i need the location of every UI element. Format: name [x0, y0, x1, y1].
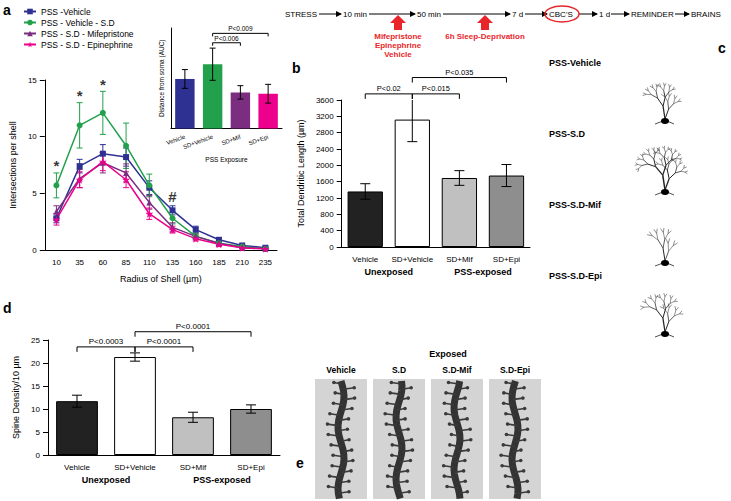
svg-text:Unexposed: Unexposed — [82, 475, 131, 485]
svg-text:0: 0 — [329, 243, 334, 252]
svg-text:PSS-S.D: PSS-S.D — [549, 129, 586, 139]
svg-text:Vehicle: Vehicle — [326, 365, 356, 375]
svg-text:210: 210 — [235, 258, 249, 267]
svg-text:2800: 2800 — [316, 128, 334, 137]
svg-text:Total Dendritic Length (µm): Total Dendritic Length (µm) — [296, 119, 306, 227]
svg-text:PSS-Vehicle: PSS-Vehicle — [549, 58, 601, 68]
svg-text:Vehicle: Vehicle — [64, 463, 90, 472]
html-text:a: a — [3, 2, 11, 18]
svg-text:BRAINS: BRAINS — [691, 10, 721, 19]
svg-text:S.D-Epi: S.D-Epi — [500, 365, 530, 375]
svg-text:PSS-S.D-Epi: PSS-S.D-Epi — [549, 271, 602, 281]
html-text:b: b — [292, 60, 301, 76]
svg-text:CBC'S: CBC'S — [549, 10, 573, 19]
svg-text:P<0.009: P<0.009 — [228, 25, 253, 32]
svg-text:#: # — [168, 188, 177, 205]
svg-text:1200: 1200 — [316, 194, 334, 203]
svg-text:Unexposed: Unexposed — [365, 267, 414, 277]
svg-text:20: 20 — [31, 359, 40, 368]
svg-text:PSS -Vehicle: PSS -Vehicle — [41, 7, 91, 17]
svg-text:5: 5 — [36, 428, 41, 437]
svg-text:SD+Epi: SD+Epi — [237, 463, 265, 472]
svg-text:Vehicle: Vehicle — [384, 50, 412, 59]
svg-text:PSS-S.D-Mif: PSS-S.D-Mif — [549, 200, 602, 210]
svg-text:P<0.035: P<0.035 — [445, 68, 473, 77]
svg-text:P<0.0001: P<0.0001 — [176, 322, 211, 331]
svg-text:STRESS: STRESS — [285, 10, 317, 19]
svg-text:PSS - S.D - Epinephrine: PSS - S.D - Epinephrine — [41, 40, 133, 50]
svg-text:SD+Vehicle: SD+Vehicle — [392, 255, 434, 264]
svg-text:2400: 2400 — [316, 145, 334, 154]
svg-text:SD+Mif: SD+Mif — [446, 255, 473, 264]
svg-text:110: 110 — [143, 258, 156, 267]
svg-text:Intersections per shell: Intersections per shell — [8, 121, 18, 209]
svg-text:800: 800 — [320, 210, 334, 219]
svg-text:Vehicle: Vehicle — [352, 255, 378, 264]
svg-text:PSS-exposed: PSS-exposed — [193, 475, 251, 485]
svg-text:Epinephrine: Epinephrine — [375, 41, 422, 50]
svg-text:SD+Epi: SD+Epi — [493, 255, 521, 264]
svg-text:P<0.0003: P<0.0003 — [89, 337, 124, 346]
svg-text:*: * — [53, 157, 59, 174]
svg-text:P<0.02: P<0.02 — [377, 84, 401, 93]
svg-text:S.D-Mif: S.D-Mif — [442, 365, 471, 375]
svg-text:PSS - Vehicle - S.D: PSS - Vehicle - S.D — [41, 18, 115, 28]
svg-text:2000: 2000 — [316, 161, 334, 170]
svg-text:185: 185 — [212, 258, 226, 267]
svg-text:*: * — [100, 76, 106, 93]
svg-text:1600: 1600 — [316, 177, 334, 186]
svg-text:5: 5 — [32, 189, 37, 198]
svg-text:35: 35 — [75, 258, 84, 267]
svg-text:PSS-exposed: PSS-exposed — [454, 267, 512, 277]
svg-text:7 d: 7 d — [512, 10, 523, 19]
svg-text:0: 0 — [36, 451, 41, 460]
svg-text:235: 235 — [259, 258, 273, 267]
svg-text:50 min: 50 min — [417, 10, 441, 19]
svg-text:SD+Mif: SD+Mif — [221, 134, 242, 147]
svg-text:Mifepristone: Mifepristone — [374, 32, 422, 41]
svg-text:P<0.015: P<0.015 — [422, 84, 450, 93]
svg-text:PSS - S.D - Mifepristone: PSS - S.D - Mifepristone — [41, 29, 134, 39]
svg-text:3200: 3200 — [316, 112, 334, 121]
svg-text:3600: 3600 — [316, 96, 334, 105]
svg-text:6h Sleep-Deprivation: 6h Sleep-Deprivation — [445, 32, 525, 41]
svg-text:10 min: 10 min — [343, 10, 367, 19]
svg-text:Vehicle: Vehicle — [165, 133, 186, 146]
html-text:d: d — [3, 300, 12, 316]
svg-text:400: 400 — [320, 226, 334, 235]
svg-text:P<0.0001: P<0.0001 — [147, 337, 182, 346]
svg-text:Exposed: Exposed — [429, 349, 467, 359]
svg-text:10: 10 — [52, 258, 61, 267]
svg-text:SD+Vehicle: SD+Vehicle — [182, 134, 214, 151]
svg-text:SD+Mif: SD+Mif — [180, 463, 207, 472]
svg-text:10: 10 — [31, 405, 40, 414]
svg-text:*: * — [77, 87, 83, 104]
html-text:c: c — [718, 40, 726, 56]
svg-text:P<0.006: P<0.006 — [214, 35, 239, 42]
svg-text:0: 0 — [32, 246, 37, 255]
svg-text:SD+Vehicle: SD+Vehicle — [114, 463, 156, 472]
svg-text:S.D: S.D — [392, 365, 406, 375]
svg-text:10: 10 — [28, 132, 37, 141]
svg-text:160: 160 — [189, 258, 203, 267]
svg-text:25: 25 — [31, 336, 40, 345]
svg-text:PSS Exposure: PSS Exposure — [205, 156, 248, 164]
svg-text:REMINDER: REMINDER — [631, 10, 674, 19]
svg-text:Radius of Shell (µm): Radius of Shell (µm) — [120, 274, 202, 284]
svg-text:15: 15 — [31, 382, 40, 391]
svg-text:60: 60 — [98, 258, 107, 267]
svg-text:135: 135 — [166, 258, 180, 267]
svg-text:Distance from soma (AUC): Distance from soma (AUC) — [158, 39, 166, 117]
svg-text:1 d: 1 d — [599, 10, 610, 19]
html-text:e: e — [296, 455, 304, 471]
svg-text:Spine Density/10 µm: Spine Density/10 µm — [11, 356, 21, 439]
svg-text:SD+Epi: SD+Epi — [248, 134, 269, 147]
svg-text:15: 15 — [28, 76, 37, 85]
svg-text:85: 85 — [122, 258, 131, 267]
